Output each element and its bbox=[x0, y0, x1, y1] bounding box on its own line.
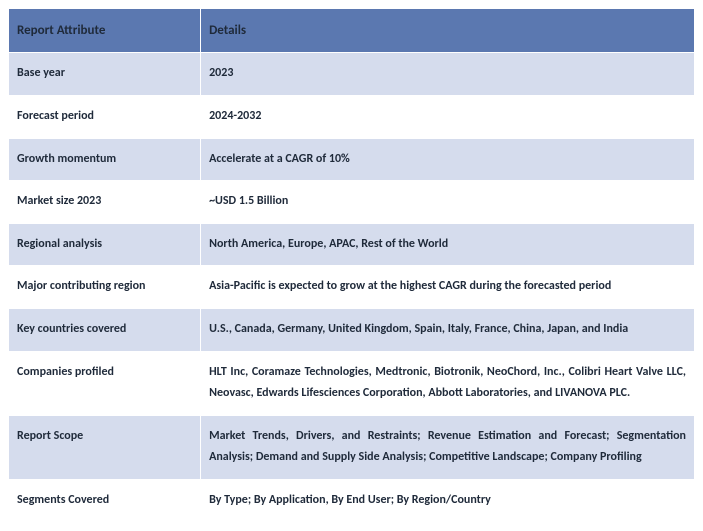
cell-detail: U.S., Canada, Germany, United Kingdom, S… bbox=[201, 308, 695, 351]
cell-detail: ~USD 1.5 Billion bbox=[201, 181, 695, 224]
cell-detail: Accelerate at a CAGR of 10% bbox=[201, 138, 695, 181]
table-row: Companies profiledHLT Inc, Coramaze Tech… bbox=[9, 351, 695, 415]
table-row: Market size 2023~USD 1.5 Billion bbox=[9, 181, 695, 224]
column-header-details: Details bbox=[201, 9, 695, 53]
cell-attribute: Segments Covered bbox=[9, 479, 201, 522]
table-row: Key countries coveredU.S., Canada, Germa… bbox=[9, 308, 695, 351]
cell-detail: 2024-2032 bbox=[201, 95, 695, 138]
cell-attribute: Companies profiled bbox=[9, 351, 201, 415]
cell-detail: Market Trends, Drivers, and Restraints; … bbox=[201, 415, 695, 479]
table-row: Forecast period2024-2032 bbox=[9, 95, 695, 138]
cell-attribute: Forecast period bbox=[9, 95, 201, 138]
cell-attribute: Market size 2023 bbox=[9, 181, 201, 224]
cell-attribute: Growth momentum bbox=[9, 138, 201, 181]
cell-attribute: Report Scope bbox=[9, 415, 201, 479]
cell-detail: By Type; By Application, By End User; By… bbox=[201, 479, 695, 522]
cell-detail: Asia-Pacific is expected to grow at the … bbox=[201, 266, 695, 309]
cell-attribute: Major contributing region bbox=[9, 266, 201, 309]
cell-detail: HLT Inc, Coramaze Technologies, Medtroni… bbox=[201, 351, 695, 415]
table-row: Report ScopeMarket Trends, Drivers, and … bbox=[9, 415, 695, 479]
table-header: Report Attribute Details bbox=[9, 9, 695, 53]
table-row: Regional analysisNorth America, Europe, … bbox=[9, 223, 695, 266]
cell-detail: 2023 bbox=[201, 53, 695, 96]
cell-attribute: Base year bbox=[9, 53, 201, 96]
report-attribute-table: Report Attribute Details Base year2023Fo… bbox=[8, 8, 695, 523]
column-header-attribute: Report Attribute bbox=[9, 9, 201, 53]
cell-attribute: Key countries covered bbox=[9, 308, 201, 351]
table-body: Base year2023Forecast period2024-2032Gro… bbox=[9, 53, 695, 522]
table-row: Major contributing regionAsia-Pacific is… bbox=[9, 266, 695, 309]
table-row: Segments CoveredBy Type; By Application,… bbox=[9, 479, 695, 522]
table-row: Growth momentumAccelerate at a CAGR of 1… bbox=[9, 138, 695, 181]
cell-detail: North America, Europe, APAC, Rest of the… bbox=[201, 223, 695, 266]
table-row: Base year2023 bbox=[9, 53, 695, 96]
cell-attribute: Regional analysis bbox=[9, 223, 201, 266]
